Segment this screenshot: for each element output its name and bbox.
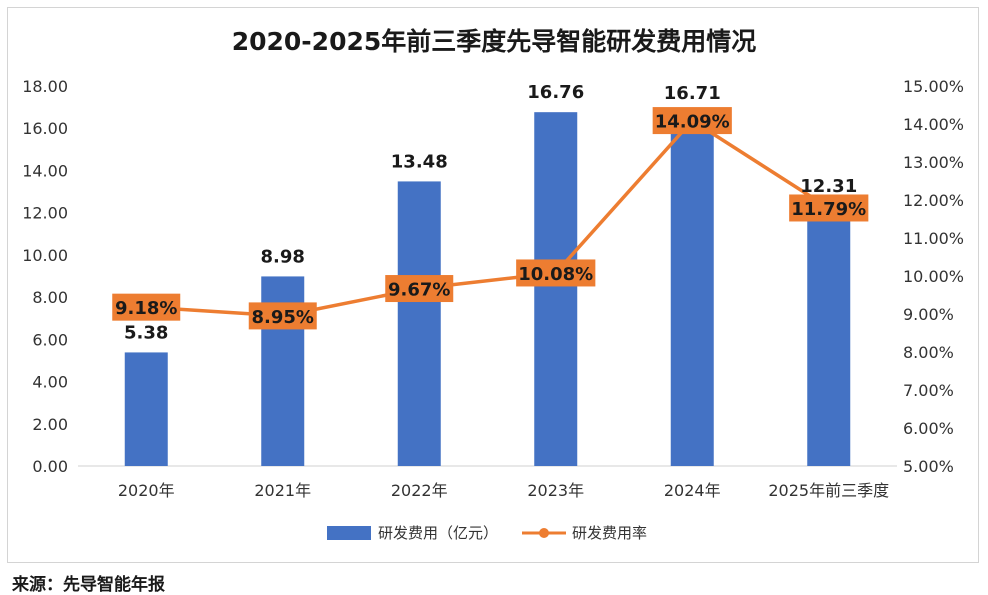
legend-label-line: 研发费用率	[572, 524, 647, 542]
bar-value-label: 16.71	[664, 83, 721, 104]
x-axis-tick: 2024年	[664, 481, 721, 500]
right-axis-tick: 10.00%	[903, 267, 964, 286]
rate-label-box	[248, 302, 317, 330]
left-axis-tick: 18.00	[22, 77, 68, 96]
bar	[124, 352, 168, 466]
rate-label-box	[112, 293, 181, 321]
rate-line	[146, 118, 830, 318]
rate-value-label: 11.79%	[791, 199, 866, 220]
bar	[807, 206, 851, 466]
x-axis-tick: 2020年	[118, 481, 175, 500]
left-axis-tick: 14.00	[22, 161, 68, 180]
rate-value-label: 10.08%	[518, 264, 593, 285]
right-axis-tick: 12.00%	[903, 191, 964, 210]
rate-value-label: 14.09%	[655, 112, 730, 133]
left-axis-tick: 10.00	[22, 246, 68, 265]
x-axis-tick: 2021年	[254, 481, 311, 500]
bar-value-label: 12.31	[800, 176, 857, 197]
left-axis-tick: 8.00	[32, 288, 68, 307]
right-axis-tick: 6.00%	[903, 419, 954, 438]
bars-group	[124, 112, 851, 466]
right-axis-tick: 9.00%	[903, 305, 954, 324]
right-axis-tick: 11.00%	[903, 229, 964, 248]
left-axis-tick: 6.00	[32, 330, 68, 349]
bar	[397, 181, 441, 466]
line-group: 5.38 8.98 13.48 16.76 16.71 12.31 9.18% 8.95% 9.…	[112, 82, 869, 343]
legend: 研发费用（亿元） 研发费用率	[327, 524, 647, 542]
left-axis-tick: 12.00	[22, 204, 68, 223]
rate-value-label: 8.95%	[252, 307, 314, 328]
left-axis-tick: 4.00	[32, 373, 68, 392]
right-axis-tick: 7.00%	[903, 381, 954, 400]
bar-value-label: 13.48	[391, 151, 448, 172]
rate-label-box	[516, 259, 596, 287]
legend-swatch-bar	[327, 526, 371, 540]
right-axis-tick: 5.00%	[903, 457, 954, 476]
legend-label-bar: 研发费用（亿元）	[378, 524, 498, 542]
left-axis-tick: 2.00	[32, 415, 68, 434]
rate-value-label: 9.67%	[388, 280, 450, 301]
chart-title: 2020-2025年前三季度先导智能研发费用情况	[232, 27, 757, 56]
rate-label-box	[652, 107, 732, 135]
bar-value-label: 16.76	[527, 82, 584, 103]
right-axis-tick: 8.00%	[903, 343, 954, 362]
axes-group: 0.00 2.00 4.00 6.00 8.00 10.00 12.00 14.00 16.00…	[22, 77, 964, 500]
bar-value-label: 8.98	[261, 246, 305, 267]
left-axis-tick: 16.00	[22, 119, 68, 138]
x-axis-tick: 2025年前三季度	[768, 481, 889, 500]
rate-value-label: 9.18%	[115, 298, 177, 319]
right-axis-tick: 14.00%	[903, 115, 964, 134]
right-axis-tick: 13.00%	[903, 153, 964, 172]
x-axis-tick: 2023年	[527, 481, 584, 500]
bar-value-label: 5.38	[124, 322, 168, 343]
bar	[670, 113, 714, 466]
source-note: 来源：先导智能年报	[12, 575, 165, 595]
left-axis-tick: 0.00	[32, 457, 68, 476]
right-axis-tick: 15.00%	[903, 77, 964, 96]
rate-label-box	[385, 275, 454, 303]
x-axis-tick: 2022年	[391, 481, 448, 500]
bar	[534, 112, 578, 466]
legend-marker-line	[539, 528, 549, 538]
rate-label-box	[789, 194, 869, 222]
